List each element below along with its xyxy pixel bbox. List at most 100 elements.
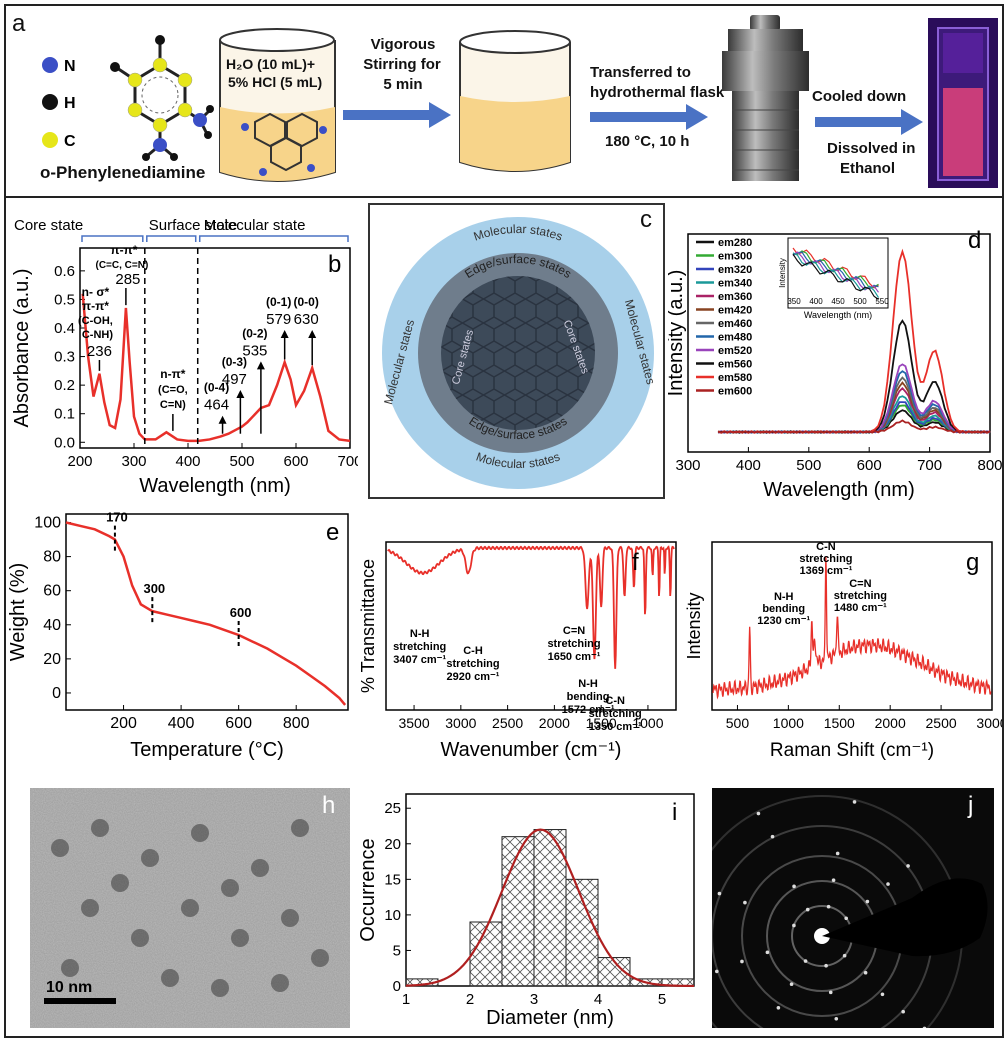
plot-frame [65,513,349,711]
y-tick-label: 0.2 [54,377,75,394]
step3-bottom-1: Dissolved in [827,140,916,157]
step2-top: Transferred to [590,64,691,81]
y-tick-label: 100 [34,515,61,532]
y-tick-label: 20 [43,651,61,668]
y-tick-label: 0 [393,978,401,995]
legend-label: em360 [718,291,752,303]
temperature-label: 170 [106,510,128,525]
panel-label-d: d [968,227,981,254]
diffraction-spot [835,851,840,856]
peak-annotation: 497 [222,371,247,388]
plot-frame [711,541,993,711]
step1-line1: Vigorous [370,36,436,53]
arrow-icon [343,102,451,128]
region-brace [146,235,197,242]
x-tick-label: 1000 [632,715,663,731]
peak-annotation: n- σ* [82,285,110,299]
nanoparticle [81,899,99,917]
legend-label: em320 [718,264,752,276]
x-tick-label: 3000 [445,715,476,731]
histogram-bar [565,878,599,987]
diffraction-spot [756,811,761,816]
y-tick-label: 40 [43,617,61,634]
panel-label-h: h [322,792,336,819]
x-axis-label: Temperature (°C) [130,739,284,761]
y-tick-label: 10 [384,907,401,924]
nanoparticle [221,879,239,897]
diffraction-spot [805,907,810,912]
step1-line3: 5 min [383,76,423,93]
x-tick-label: 300 [121,453,146,470]
diffraction-spot [792,923,796,928]
x-tick-label: 800 [977,457,1002,474]
y-tick-label: 0.5 [54,291,75,308]
chart-d-emission: 300 400 500 600 700 800 Wavelength (nm) Intensi… [668,227,1003,500]
x-tick-label: 1500 [824,715,855,731]
diffraction-spot [826,904,831,909]
legend-n: N [64,58,76,75]
nanoparticle [191,824,209,842]
diffraction-spot [886,882,890,886]
scale-bar [44,998,116,1004]
peak-annotation: (0-1) [266,295,291,309]
flask-solution [219,28,336,182]
diffraction-spot [824,963,828,968]
ftir-annotation: C-H [463,645,483,657]
raman-annotation: C-N [816,541,836,553]
peak-annotation: (C=O, [158,384,188,396]
y-tick-label: 60 [43,583,61,600]
chart-f-ftir: 3500 3000 2500 2000 1500 1000 Wavenumber (cm⁻¹… [358,541,677,761]
raman-annotation: stretching [834,590,887,602]
x-tick-label: 3000 [976,715,1002,731]
y-tick-label: 15 [384,871,401,888]
atom-legend: N H C [42,57,76,150]
peak-annotation: 630 [294,311,319,328]
region-brace [198,235,349,242]
arrow-head-icon [218,415,227,424]
legend-label: em420 [718,305,752,317]
diffraction-spot [865,899,870,904]
histogram-bar [469,921,503,987]
diffraction-spot [922,1026,927,1028]
x-tick-label: 1500 [586,715,617,731]
ftir-annotation: 1572 cm⁻¹ [562,704,615,716]
legend-label: em340 [718,278,752,290]
diagram-c-states: Molecular states Molecular states Edge/s… [368,203,665,499]
divider [4,196,1004,198]
diffraction-spot [803,959,808,963]
histogram-bar [533,829,567,987]
y-tick-label: 0.6 [54,263,75,280]
legend-label: em520 [718,345,752,357]
peak-annotation: (0-2) [242,326,267,340]
legend-label: em560 [718,359,752,371]
molecule-structure [110,35,214,161]
inset-tick-label: 550 [875,297,889,306]
plot-frame [79,247,351,449]
x-tick-label: 2500 [492,715,523,731]
x-tick-label: 800 [283,715,310,732]
arrow-head-icon [280,330,289,338]
plot-frame [687,233,991,453]
nanoparticle [181,899,199,917]
y-tick-label: 0.3 [54,349,75,366]
x-tick-label: 1 [402,991,410,1008]
ftir-annotation: C=N [563,625,585,637]
nanoparticle [231,929,249,947]
nanoparticle [141,849,159,867]
step2-bottom: 180 °C, 10 h [605,133,690,150]
raman-annotation: bending [762,603,805,615]
arrow-head-icon [236,390,245,398]
nitrogen-atom-icon [42,57,58,73]
x-tick-label: 500 [229,453,254,470]
peak-annotation: π-π* [110,243,137,257]
legend-label: em300 [718,251,752,263]
legend-h: H [64,95,76,112]
tem-image: 10 nm [30,788,350,1028]
diffraction-spot [792,884,796,889]
region-label-surface: Surface state [149,217,237,234]
y-axis-label: Occurrence [360,838,379,941]
x-tick-label: 600 [225,715,252,732]
y-tick-label: 0.4 [54,320,75,337]
x-tick-label: 600 [857,457,882,474]
y-axis-label: Weight (%) [7,563,29,662]
